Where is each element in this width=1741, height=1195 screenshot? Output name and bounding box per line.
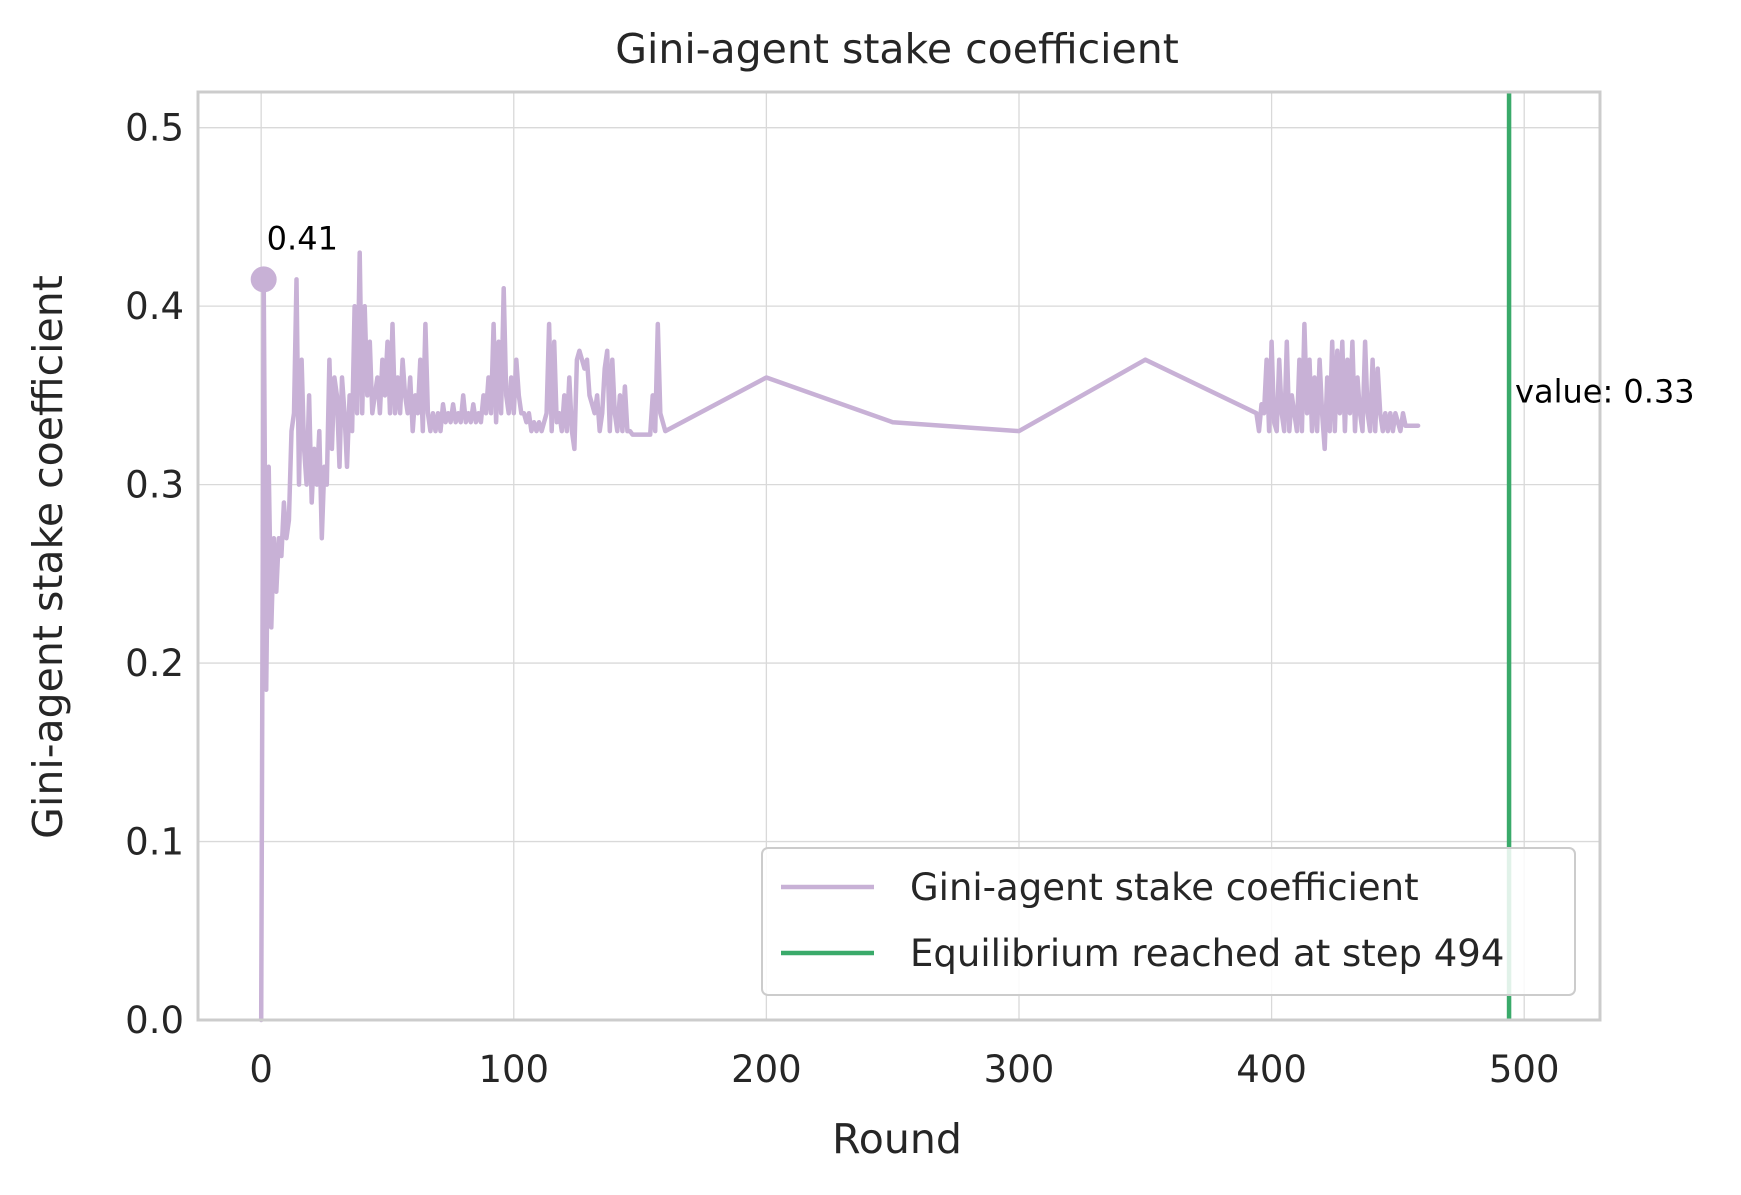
y-tick-label: 0.1 bbox=[125, 821, 184, 864]
annotations: 0.41 value: 0.33 bbox=[267, 219, 1695, 410]
peak-annotation: 0.41 bbox=[267, 219, 338, 257]
chart-title: Gini-agent stake coefficient bbox=[615, 25, 1179, 73]
x-tick-label: 200 bbox=[731, 1048, 802, 1091]
legend: Gini-agent stake coefficient Equilibrium… bbox=[761, 847, 1576, 996]
legend-label-gini: Gini-agent stake coefficient bbox=[910, 866, 1419, 909]
plot-frame bbox=[196, 90, 1602, 1022]
gini-series-line bbox=[258, 250, 1421, 1023]
tick-labels: 0 100 200 300 400 500 0.0 0.1 0.2 0.3 0.4 0.5 bbox=[125, 107, 1559, 1091]
x-tick-label: 0 bbox=[249, 1048, 273, 1091]
grid bbox=[198, 92, 1600, 1021]
y-tick-label: 0.5 bbox=[125, 107, 184, 150]
y-tick-label: 0.4 bbox=[125, 285, 184, 328]
x-tick-label: 300 bbox=[984, 1048, 1055, 1091]
y-tick-label: 0.0 bbox=[125, 999, 184, 1042]
y-tick-label: 0.3 bbox=[125, 464, 184, 507]
x-axis-label: Round bbox=[832, 1115, 962, 1163]
legend-box bbox=[761, 847, 1576, 996]
x-tick-label: 400 bbox=[1236, 1048, 1307, 1091]
final-value-annotation: value: 0.33 bbox=[1515, 373, 1695, 411]
x-tick-label: 100 bbox=[478, 1048, 549, 1091]
peak-marker bbox=[250, 266, 277, 293]
y-axis-label: Gini-agent stake coefficient bbox=[24, 275, 72, 839]
legend-label-equilibrium: Equilibrium reached at step 494 bbox=[910, 932, 1504, 975]
y-tick-label: 0.2 bbox=[125, 642, 184, 685]
x-tick-label: 500 bbox=[1489, 1048, 1560, 1091]
